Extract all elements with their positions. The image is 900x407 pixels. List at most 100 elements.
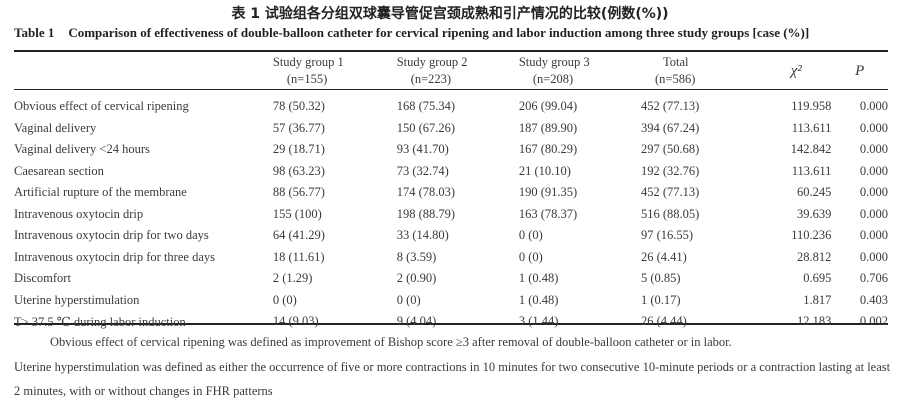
table-body: Obvious effect of cervical ripening 78 (5… xyxy=(14,96,888,333)
table-header: Study group 1 Study group 2 Study group … xyxy=(14,54,888,96)
note-uterine-hyperstimulation: Uterine hyperstimulation was defined as … xyxy=(14,359,891,399)
table-caption: Comparison of effectiveness of double-ba… xyxy=(68,25,810,40)
table-row: Intravenous oxytocin drip 155 (100) 198 (8… xyxy=(14,204,888,226)
group3-value: 3 (1.44) xyxy=(518,314,559,329)
table-row: T> 37.5 ℃ during labor induction 14 (9.03… xyxy=(14,311,888,333)
group3-value: 167 (80.29) xyxy=(518,142,578,157)
group1-value: 2 (1.29) xyxy=(272,271,313,286)
row-label: Discomfort xyxy=(14,271,71,286)
group3-value: 163 (78.37) xyxy=(518,206,578,221)
header-group1-n: (n=155) xyxy=(286,72,328,86)
row-label: Vaginal delivery xyxy=(14,120,97,135)
header-group2-n: (n=223) xyxy=(410,72,452,86)
total-value: 297 (50.68) xyxy=(640,142,700,157)
total-value: 452 (77.13) xyxy=(640,185,700,200)
group3-value: 206 (99.04) xyxy=(518,99,578,114)
group3-value: 190 (91.35) xyxy=(518,185,578,200)
group2-value: 9 (4.04) xyxy=(396,314,437,329)
group1-value: 29 (18.71) xyxy=(272,142,325,157)
group3-value: 1 (0.48) xyxy=(518,271,559,286)
total-value: 26 (4.44) xyxy=(640,314,687,329)
group2-value: 168 (75.34) xyxy=(396,99,456,114)
table-row: Intravenous oxytocin drip for two days 64… xyxy=(14,225,888,247)
group3-value: 1 (0.48) xyxy=(518,292,559,307)
header-group3: Study group 3 xyxy=(518,55,590,69)
bottom-rule xyxy=(14,323,888,325)
group2-value: 150 (67.26) xyxy=(396,120,456,135)
group2-value: 8 (3.59) xyxy=(396,249,437,264)
chi-square-value: 12.183 xyxy=(797,314,832,329)
total-value: 97 (16.55) xyxy=(640,228,694,243)
chi-square-value: 113.611 xyxy=(791,120,832,135)
group3-value: 187 (89.90) xyxy=(518,120,578,135)
header-group3-n: (n=208) xyxy=(532,72,574,86)
total-value: 192 (32.76) xyxy=(640,163,700,178)
row-label: Caesarean section xyxy=(14,163,104,178)
group2-value: 174 (78.03) xyxy=(396,185,456,200)
table-row: Caesarean section 98 (63.23) 73 (32.74) 21 … xyxy=(14,161,888,183)
total-value: 5 (0.85) xyxy=(640,271,681,286)
chi-square-value: 110.236 xyxy=(791,228,832,243)
group1-value: 0 (0) xyxy=(272,292,297,307)
p-value: 0.000 xyxy=(859,249,888,264)
p-value: 0.002 xyxy=(859,314,888,329)
group1-value: 88 (56.77) xyxy=(272,185,325,200)
p-value: 0.000 xyxy=(859,185,888,200)
table-row: Vaginal delivery <24 hours 29 (18.71) 93 (… xyxy=(14,139,888,161)
results-table: Study group 1 Study group 2 Study group … xyxy=(14,54,888,333)
total-value: 452 (77.13) xyxy=(640,99,700,114)
table-row: Intravenous oxytocin drip for three days… xyxy=(14,247,888,269)
group2-value: 33 (14.80) xyxy=(396,228,449,243)
header-chi-square: χ² xyxy=(790,62,802,79)
table-row: Discomfort 2 (1.29) 2 (0.90) 1 (0.48) 5 (0.8… xyxy=(14,268,888,290)
header-group1: Study group 1 xyxy=(272,55,344,69)
group2-value: 73 (32.74) xyxy=(396,163,449,178)
table-row: Obvious effect of cervical ripening 78 (5… xyxy=(14,96,888,118)
group1-value: 57 (36.77) xyxy=(272,120,325,135)
p-value: 0.000 xyxy=(859,228,888,243)
table-title-chinese: 表 1 试验组各分组双球囊导管促宫颈成熟和引产情况的比较(例数(%)) xyxy=(231,6,669,22)
chi-square-value: 113.611 xyxy=(791,163,832,178)
row-label: Vaginal delivery <24 hours xyxy=(14,142,150,157)
p-value: 0.000 xyxy=(859,163,888,178)
group3-value: 21 (10.10) xyxy=(518,163,571,178)
row-label: Intravenous oxytocin drip xyxy=(14,206,144,221)
total-value: 1 (0.17) xyxy=(640,292,681,307)
top-rule xyxy=(14,50,888,52)
header-p-value: P xyxy=(855,62,865,79)
row-label: Obvious effect of cervical ripening xyxy=(14,99,189,114)
note-cervical-ripening: Obvious effect of cervical ripening was … xyxy=(50,335,732,349)
header-rule xyxy=(14,89,888,90)
header-total-n: (n=586) xyxy=(654,72,696,86)
table-label: Table 1 xyxy=(14,25,55,40)
row-label: T> 37.5 ℃ during labor induction xyxy=(14,314,186,329)
p-value: 0.403 xyxy=(859,292,888,307)
chi-square-value: 1.817 xyxy=(803,292,832,307)
group1-value: 64 (41.29) xyxy=(272,228,325,243)
chi-square-value: 142.842 xyxy=(790,142,832,157)
group1-value: 18 (11.61) xyxy=(272,249,325,264)
group1-value: 155 (100) xyxy=(272,206,322,221)
p-value: 0.000 xyxy=(859,120,888,135)
total-value: 394 (67.24) xyxy=(640,120,700,135)
header-total: Total xyxy=(662,55,689,69)
chi-square-value: 119.958 xyxy=(791,99,832,114)
table-row: Vaginal delivery 57 (36.77) 150 (67.26) 187… xyxy=(14,118,888,140)
table-row: Uterine hyperstimulation 0 (0) 0 (0) 1 (0.4… xyxy=(14,290,888,312)
chi-square-value: 39.639 xyxy=(797,206,832,221)
p-value: 0.706 xyxy=(859,271,888,286)
table-row: Artificial rupture of the membrane 88 (56… xyxy=(14,182,888,204)
chi-square-value: 28.812 xyxy=(797,249,832,264)
row-label: Artificial rupture of the membrane xyxy=(14,185,187,200)
total-value: 26 (4.41) xyxy=(640,249,687,264)
group2-value: 93 (41.70) xyxy=(396,142,449,157)
group3-value: 0 (0) xyxy=(518,228,543,243)
total-value: 516 (88.05) xyxy=(640,206,700,221)
group1-value: 78 (50.32) xyxy=(272,99,325,114)
table-notes: Obvious effect of cervical ripening was … xyxy=(14,330,894,404)
group1-value: 98 (63.23) xyxy=(272,163,325,178)
group2-value: 0 (0) xyxy=(396,292,421,307)
p-value: 0.000 xyxy=(859,142,888,157)
row-label: Uterine hyperstimulation xyxy=(14,292,140,307)
header-group2: Study group 2 xyxy=(396,55,468,69)
